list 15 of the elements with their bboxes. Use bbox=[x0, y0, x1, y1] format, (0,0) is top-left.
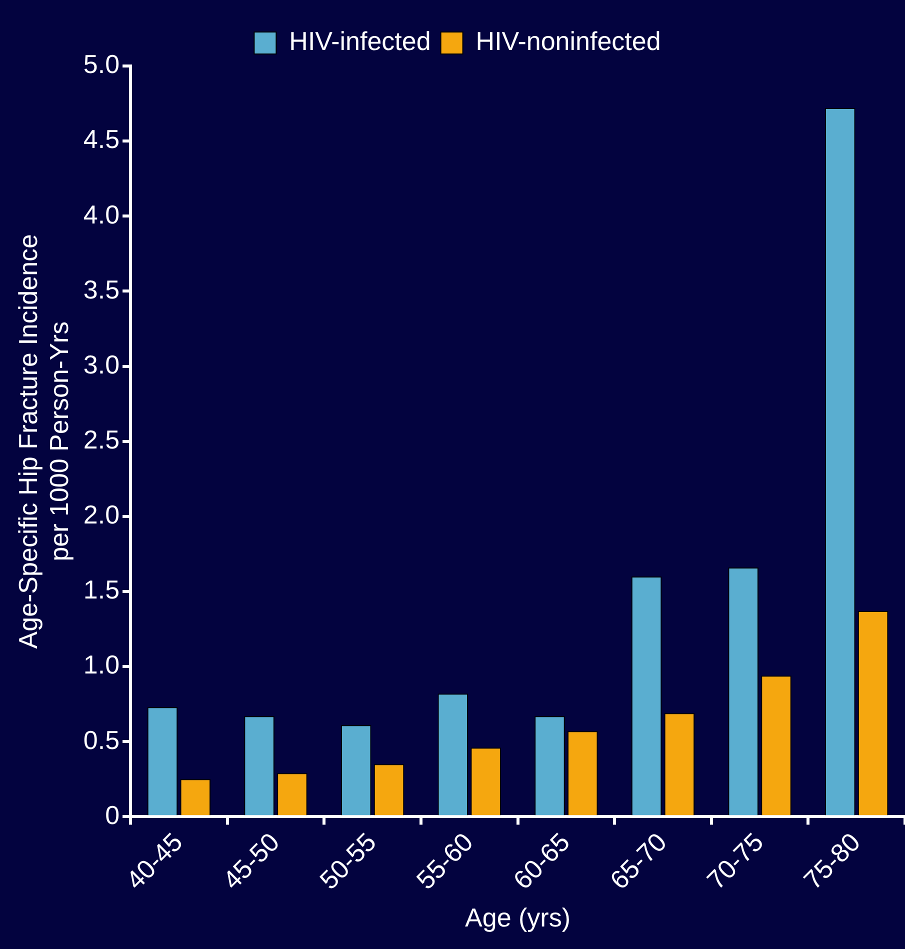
y-tick-label: 3.0 bbox=[83, 349, 120, 380]
y-tick-label: 3.5 bbox=[83, 274, 120, 304]
legend-label: HIV-noninfected bbox=[476, 26, 661, 56]
y-tick-label: 5.0 bbox=[83, 49, 120, 80]
y-tick-label: 2.0 bbox=[83, 500, 120, 530]
y-tick-label: 4.0 bbox=[83, 199, 120, 230]
legend-label: HIV-infected bbox=[289, 26, 431, 56]
x-axis-title: Age (yrs) bbox=[465, 902, 571, 933]
y-tick-label: 4.5 bbox=[83, 124, 120, 154]
y-tick-label: 0 bbox=[105, 800, 120, 830]
y-axis-title: Age-Specific Hip Fracture Incidence per 1000 Person-Yrs bbox=[12, 234, 74, 649]
y-tick-label: 0.5 bbox=[83, 724, 120, 755]
y-tick-label: 1.5 bbox=[83, 574, 120, 605]
y-tick-label: 2.5 bbox=[83, 424, 120, 455]
y-tick-label: 1.0 bbox=[83, 650, 120, 680]
